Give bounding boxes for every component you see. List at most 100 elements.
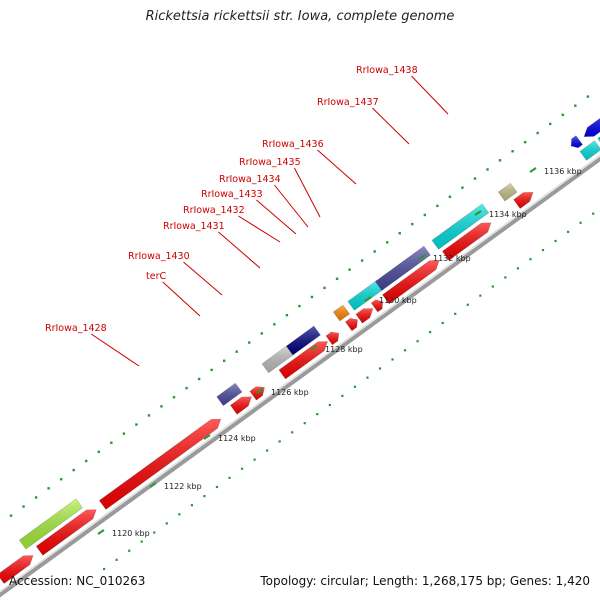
gene-feature-shade xyxy=(442,222,491,261)
tick-dot-inner xyxy=(454,312,457,315)
tick-dot xyxy=(523,140,527,144)
tick-dot-inner xyxy=(353,385,357,388)
tick-dot-inner xyxy=(115,558,118,561)
gene-label: RrIowa_1433 xyxy=(201,189,263,200)
gene-feature-shade xyxy=(279,341,328,379)
gene-label-leader xyxy=(372,107,410,145)
gene-label-leader xyxy=(256,199,297,235)
tick-dot xyxy=(586,95,590,98)
tick-dot-inner xyxy=(541,249,545,252)
tick-dot-inner xyxy=(479,294,482,297)
tick-dot-inner xyxy=(516,267,520,270)
tick-dot xyxy=(536,131,539,135)
tick-dot xyxy=(222,359,226,362)
tick-dot-inner xyxy=(228,476,231,479)
tick-label: 1122 kbp xyxy=(164,482,202,491)
tick-dot-inner xyxy=(554,239,557,243)
tick-dot-inner xyxy=(215,485,219,489)
gene-feature-shade xyxy=(597,136,600,142)
gene-label: RrIowa_1430 xyxy=(128,251,190,262)
tick-dot-inner xyxy=(529,258,532,261)
tick-dot-inner xyxy=(240,467,244,470)
gene-feature-shade xyxy=(262,346,293,373)
tick-label: 1126 kbp xyxy=(271,388,309,397)
tick-dot xyxy=(298,304,301,308)
gene-feature-shade xyxy=(230,396,252,415)
gene-label: RrIowa_1432 xyxy=(183,205,245,216)
tick-dot xyxy=(473,177,477,180)
tick-dot xyxy=(9,514,13,517)
gene-feature-shade xyxy=(216,383,242,406)
tick-dot xyxy=(549,122,552,126)
tick-dots xyxy=(9,95,590,517)
tick-dot xyxy=(561,113,564,116)
tick-dot-inner xyxy=(491,285,494,288)
major-tick xyxy=(97,529,105,535)
gene-feature-shade xyxy=(19,498,83,549)
gene-feature-shade xyxy=(99,419,221,510)
tick-dot xyxy=(260,332,264,335)
gene-feature-shade xyxy=(371,299,383,312)
tick-dot xyxy=(486,168,489,171)
tick-dot-inner xyxy=(403,349,407,352)
tick-dot-inner xyxy=(592,212,595,215)
gene-label-leader xyxy=(162,281,201,317)
gene-label: terC xyxy=(146,271,166,282)
gene-feature-shade xyxy=(584,118,600,137)
gene-label-leader xyxy=(411,75,449,115)
tick-dot-inner xyxy=(504,276,507,279)
tick-label: 1130 kbp xyxy=(379,296,417,305)
tick-dot xyxy=(235,350,238,353)
tick-dot-inner xyxy=(579,221,582,224)
tick-dot-inner xyxy=(429,330,432,334)
tick-label: 1128 kbp xyxy=(325,345,363,354)
tick-dot xyxy=(72,468,75,472)
tick-dot-inner xyxy=(266,449,269,452)
genome-backbone xyxy=(0,154,600,598)
tick-dot-inner xyxy=(316,412,319,416)
gene-feature-shade xyxy=(375,246,431,291)
tick-marks xyxy=(103,212,595,571)
tick-dot-inner xyxy=(366,376,369,379)
backbone-highlight xyxy=(0,154,600,592)
tick-dot xyxy=(511,150,514,153)
tick-dot xyxy=(34,496,38,499)
gene-feature-shade xyxy=(347,280,384,311)
tick-dot xyxy=(185,386,188,390)
major-tick xyxy=(364,296,372,302)
accession-text: Accession: NC_010263 xyxy=(9,574,146,588)
tick-dot xyxy=(323,286,326,290)
gene-feature-shade xyxy=(513,192,534,209)
gene-feature-shade xyxy=(498,183,517,201)
tick-dot-inner xyxy=(378,367,382,370)
tick-dot xyxy=(335,277,339,280)
gene-feature-shade xyxy=(36,509,97,556)
gene-labels: RrIowa_1428 terC RrIowa_1430 RrIowa_1431 RrI… xyxy=(45,65,418,334)
tick-dot xyxy=(122,432,126,435)
gene-features xyxy=(0,117,600,584)
tick-dot-inner xyxy=(341,394,344,397)
gene-feature-shade xyxy=(333,305,350,321)
gene-feature-shade xyxy=(345,318,358,331)
tick-dot xyxy=(135,423,138,426)
tick-dot xyxy=(398,232,401,235)
tick-label: 1136 kbp xyxy=(544,167,582,176)
tick-dot xyxy=(248,341,251,344)
major-tick xyxy=(149,482,157,488)
tick-dot xyxy=(461,186,464,189)
backbone-line xyxy=(0,156,600,598)
gene-feature-shade xyxy=(286,326,321,355)
tick-labels: 1120 kbp 1122 kbp 1124 kbp 1126 kbp 1128 kbp… xyxy=(97,167,582,538)
tick-dot-inner xyxy=(103,567,106,571)
tick-dot-inner xyxy=(165,522,168,525)
tick-dot xyxy=(574,104,577,107)
tick-dot xyxy=(448,195,452,198)
gene-label-leader xyxy=(90,333,140,367)
major-tick xyxy=(256,388,264,394)
gene-feature-shade xyxy=(580,140,600,161)
tick-dot xyxy=(197,377,201,381)
tick-dot xyxy=(285,314,289,317)
gene-label: RrIowa_1436 xyxy=(262,139,324,150)
tick-dot-inner xyxy=(178,513,181,516)
